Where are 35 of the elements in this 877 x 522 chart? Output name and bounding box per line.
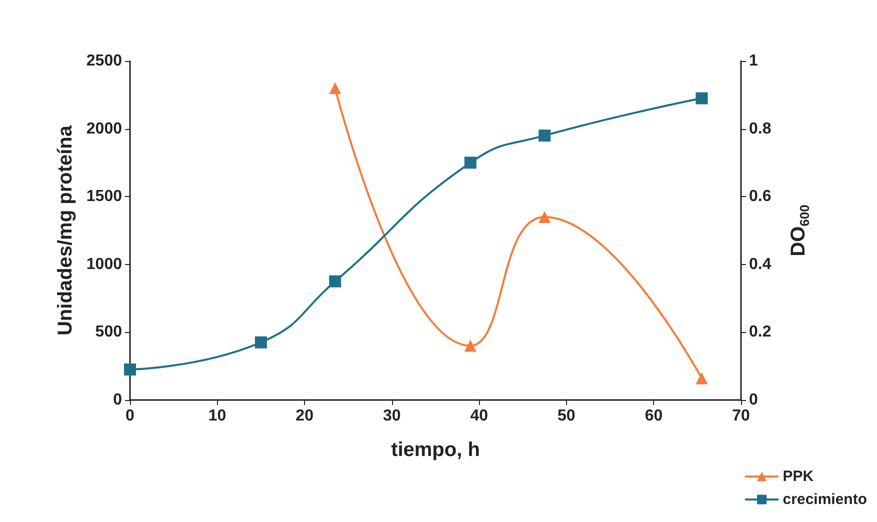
point xyxy=(696,92,708,104)
point xyxy=(329,275,342,288)
y2-tick-label: 0.6 xyxy=(749,188,772,206)
x-tick-label: 30 xyxy=(382,408,401,424)
x-tick-label: 10 xyxy=(208,408,226,424)
y-tick-label: 1000 xyxy=(86,256,122,273)
legend-label: crecimiento xyxy=(782,491,868,508)
y2-axis-title: DO600 xyxy=(788,204,812,256)
point xyxy=(254,336,267,348)
y-tick-label: 2500 xyxy=(86,52,122,70)
x-tick-label: 70 xyxy=(732,408,750,424)
y2-tick-label: 1 xyxy=(749,52,758,70)
y-tick-label: 1500 xyxy=(86,188,122,206)
x-tick-label: 20 xyxy=(296,408,314,424)
x-tick-label: 60 xyxy=(644,408,663,424)
point xyxy=(696,372,708,384)
y2-tick-label: 0 xyxy=(749,392,758,408)
point xyxy=(329,82,342,94)
point xyxy=(124,363,136,376)
x-tick-label: 50 xyxy=(558,408,576,424)
y-tick-label: 0 xyxy=(113,392,122,408)
y-tick-label: 500 xyxy=(95,324,122,341)
point xyxy=(538,210,551,223)
y2-tick-label: 0.8 xyxy=(749,120,772,138)
point xyxy=(464,340,476,352)
y2-tick-label: 0.2 xyxy=(749,324,772,341)
y-tick-label: 2000 xyxy=(86,120,122,138)
x-axis-title: tiempo, h xyxy=(391,439,480,461)
x-tick-label: 40 xyxy=(470,408,488,424)
point xyxy=(538,130,551,142)
y-axis-title: Unidades/mg proteína xyxy=(54,124,77,336)
x-tick-label: 0 xyxy=(126,408,135,424)
point xyxy=(464,156,476,169)
legend-label: PPK xyxy=(782,468,814,485)
y2-tick-label: 0.4 xyxy=(749,256,772,273)
